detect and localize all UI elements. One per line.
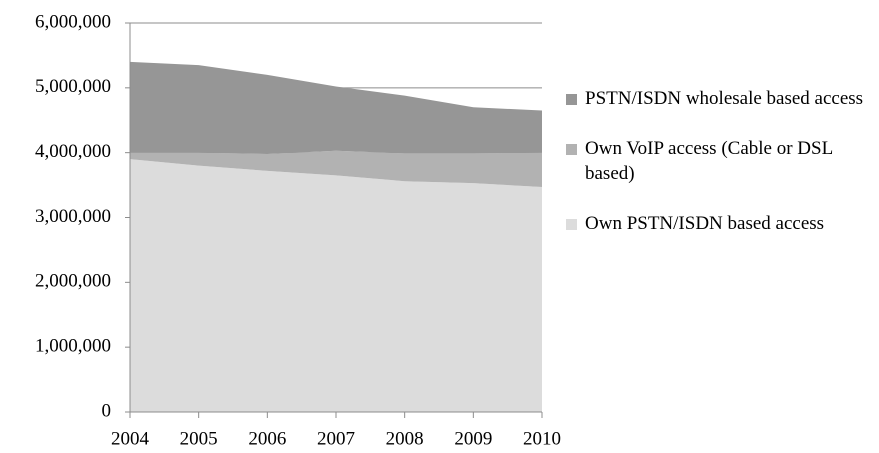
legend-swatch — [566, 94, 577, 105]
legend-label: PSTN/ISDN wholesale based access — [585, 88, 864, 109]
y-tick-label: 6,000,000 — [35, 11, 111, 32]
y-tick-label: 2,000,000 — [35, 271, 111, 292]
y-tick-label: 0 — [102, 400, 112, 421]
area — [130, 61, 542, 154]
legend-label: Own VoIP access (Cable or DSL based) — [585, 138, 833, 184]
legend-label: Own PSTN/ISDN based access — [585, 213, 825, 234]
y-tick-label: 5,000,000 — [35, 76, 111, 97]
legend-item: Own VoIP access (Cable or DSL based) — [566, 136, 866, 186]
area — [130, 150, 542, 188]
legend-item: Own PSTN/ISDN based access — [566, 211, 866, 236]
y-tick-label: 1,000,000 — [35, 336, 111, 357]
x-tick-label: 2007 — [317, 428, 355, 449]
legend-swatch — [566, 219, 577, 230]
legend: PSTN/ISDN wholesale based access Own VoIP… — [566, 86, 866, 261]
y-tick-label: 4,000,000 — [35, 141, 111, 162]
x-tick-label: 2005 — [180, 428, 218, 449]
legend-swatch — [566, 144, 577, 155]
x-tick-label: 2004 — [111, 428, 150, 449]
x-tick-label: 2008 — [386, 428, 424, 449]
y-tick-label: 3,000,000 — [35, 206, 111, 227]
legend-item: PSTN/ISDN wholesale based access — [566, 86, 866, 111]
area — [130, 159, 542, 412]
x-tick-label: 2006 — [248, 428, 286, 449]
x-tick-label: 2010 — [523, 428, 561, 449]
x-tick-label: 2009 — [454, 428, 492, 449]
